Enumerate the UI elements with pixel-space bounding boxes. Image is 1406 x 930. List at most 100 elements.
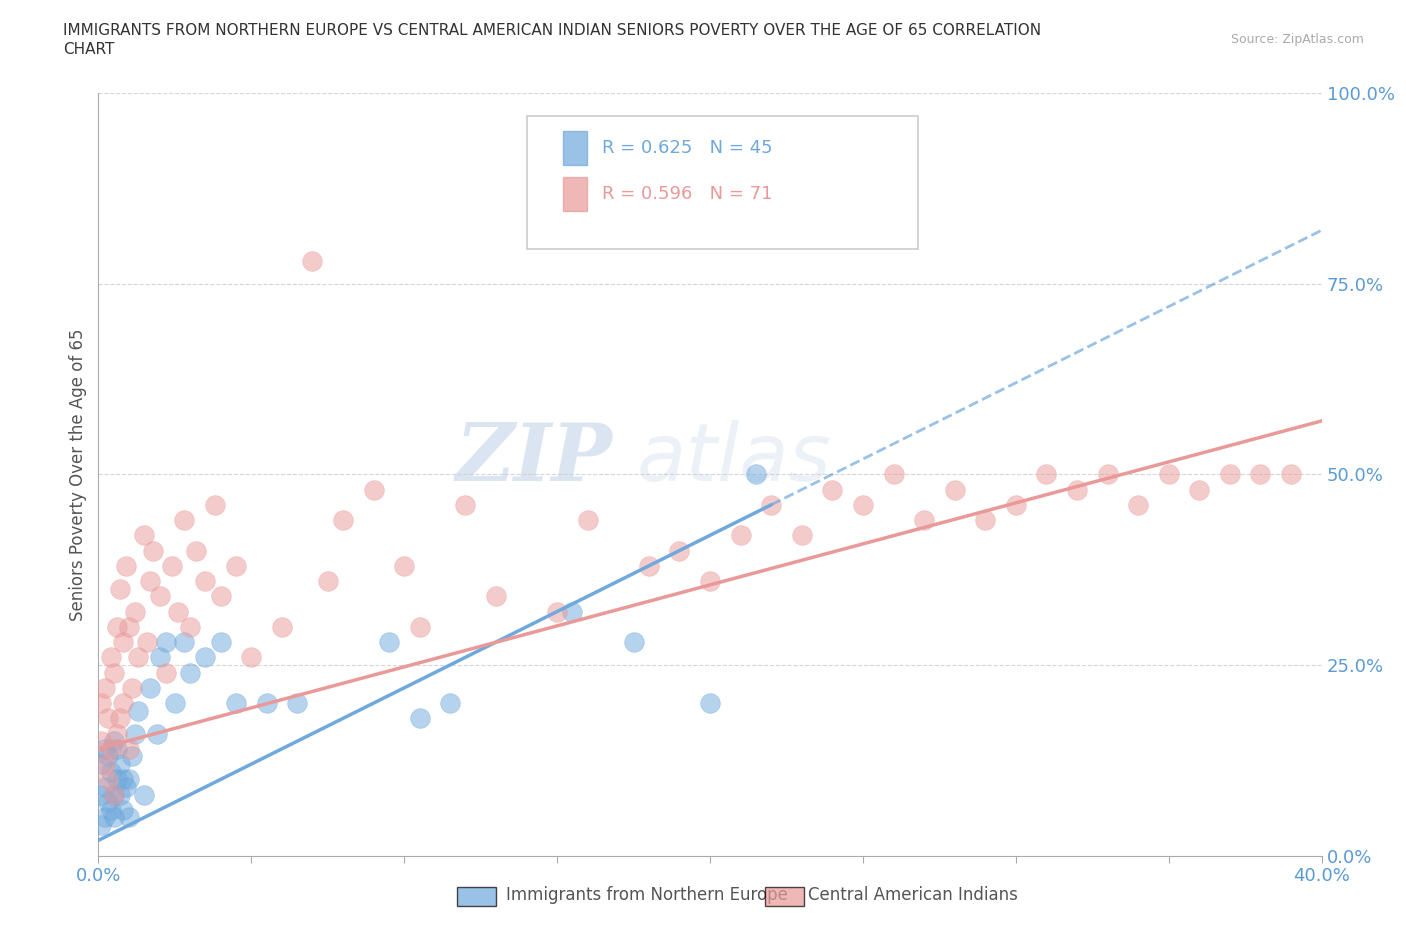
- Point: [134, 528, 156, 543]
- Point: [145, 726, 167, 741]
- Text: ZIP: ZIP: [456, 420, 612, 498]
- Point: [105, 741, 128, 756]
- Point: [1219, 467, 1241, 482]
- Point: [139, 574, 162, 589]
- Point: [111, 803, 134, 817]
- Point: [179, 619, 201, 634]
- Point: [90, 696, 112, 711]
- FancyBboxPatch shape: [564, 177, 588, 211]
- Point: [97, 749, 120, 764]
- Point: [1188, 482, 1211, 497]
- Point: [108, 581, 131, 596]
- Point: [155, 634, 177, 649]
- Point: [103, 734, 125, 749]
- Point: [1279, 467, 1302, 482]
- Point: [194, 574, 217, 589]
- Point: [118, 619, 141, 634]
- Text: CHART: CHART: [63, 42, 115, 57]
- Point: [332, 512, 354, 527]
- Point: [561, 604, 583, 619]
- Point: [256, 696, 278, 711]
- Point: [134, 787, 156, 802]
- Point: [285, 696, 308, 711]
- Point: [546, 604, 568, 619]
- Point: [90, 787, 112, 802]
- Point: [1157, 467, 1180, 482]
- Point: [100, 650, 122, 665]
- Point: [127, 703, 149, 718]
- Point: [1004, 498, 1026, 512]
- Point: [105, 772, 128, 787]
- Point: [745, 467, 768, 482]
- Point: [392, 558, 416, 573]
- Point: [943, 482, 966, 497]
- Point: [103, 787, 125, 802]
- Point: [225, 558, 247, 573]
- Point: [852, 498, 875, 512]
- Point: [97, 772, 120, 787]
- Point: [163, 696, 186, 711]
- Text: IMMIGRANTS FROM NORTHERN EUROPE VS CENTRAL AMERICAN INDIAN SENIORS POVERTY OVER : IMMIGRANTS FROM NORTHERN EUROPE VS CENTR…: [63, 23, 1042, 38]
- Point: [100, 764, 122, 779]
- Point: [118, 810, 141, 825]
- Point: [668, 543, 690, 558]
- Point: [209, 634, 232, 649]
- Point: [1097, 467, 1119, 482]
- Point: [93, 779, 115, 794]
- Point: [637, 558, 661, 573]
- Point: [90, 817, 112, 832]
- Point: [93, 757, 115, 772]
- Point: [485, 589, 508, 604]
- Point: [699, 696, 721, 711]
- Point: [90, 757, 112, 772]
- Point: [149, 589, 172, 604]
- Point: [1128, 498, 1150, 512]
- Point: [301, 253, 323, 268]
- Point: [363, 482, 385, 497]
- Point: [699, 574, 721, 589]
- Point: [204, 498, 226, 512]
- Point: [97, 795, 120, 810]
- Point: [316, 574, 339, 589]
- Text: Immigrants from Northern Europe: Immigrants from Northern Europe: [506, 885, 787, 904]
- Point: [730, 528, 752, 543]
- Point: [111, 634, 134, 649]
- Point: [111, 696, 134, 711]
- Point: [118, 772, 141, 787]
- Point: [408, 711, 430, 725]
- Text: Central American Indians: Central American Indians: [808, 885, 1018, 904]
- Point: [103, 787, 125, 802]
- Text: R = 0.596   N = 71: R = 0.596 N = 71: [602, 185, 773, 204]
- Point: [139, 681, 162, 696]
- Y-axis label: Seniors Poverty Over the Age of 65: Seniors Poverty Over the Age of 65: [69, 328, 87, 620]
- Point: [100, 803, 122, 817]
- Text: R = 0.625   N = 45: R = 0.625 N = 45: [602, 139, 773, 157]
- Point: [136, 634, 159, 649]
- Point: [108, 787, 131, 802]
- Point: [103, 665, 125, 680]
- Point: [124, 604, 146, 619]
- Point: [378, 634, 401, 649]
- Point: [108, 757, 131, 772]
- Point: [209, 589, 232, 604]
- Point: [194, 650, 217, 665]
- Point: [121, 749, 143, 764]
- Point: [149, 650, 172, 665]
- Point: [173, 512, 195, 527]
- Point: [108, 711, 131, 725]
- Point: [790, 528, 813, 543]
- Point: [121, 681, 143, 696]
- Point: [155, 665, 177, 680]
- Point: [100, 741, 122, 756]
- Point: [186, 543, 208, 558]
- Point: [173, 634, 195, 649]
- Point: [105, 619, 128, 634]
- Point: [1249, 467, 1271, 482]
- Point: [821, 482, 844, 497]
- Point: [225, 696, 247, 711]
- FancyBboxPatch shape: [564, 131, 588, 166]
- Point: [439, 696, 461, 711]
- Point: [115, 558, 138, 573]
- Point: [912, 512, 935, 527]
- Point: [454, 498, 477, 512]
